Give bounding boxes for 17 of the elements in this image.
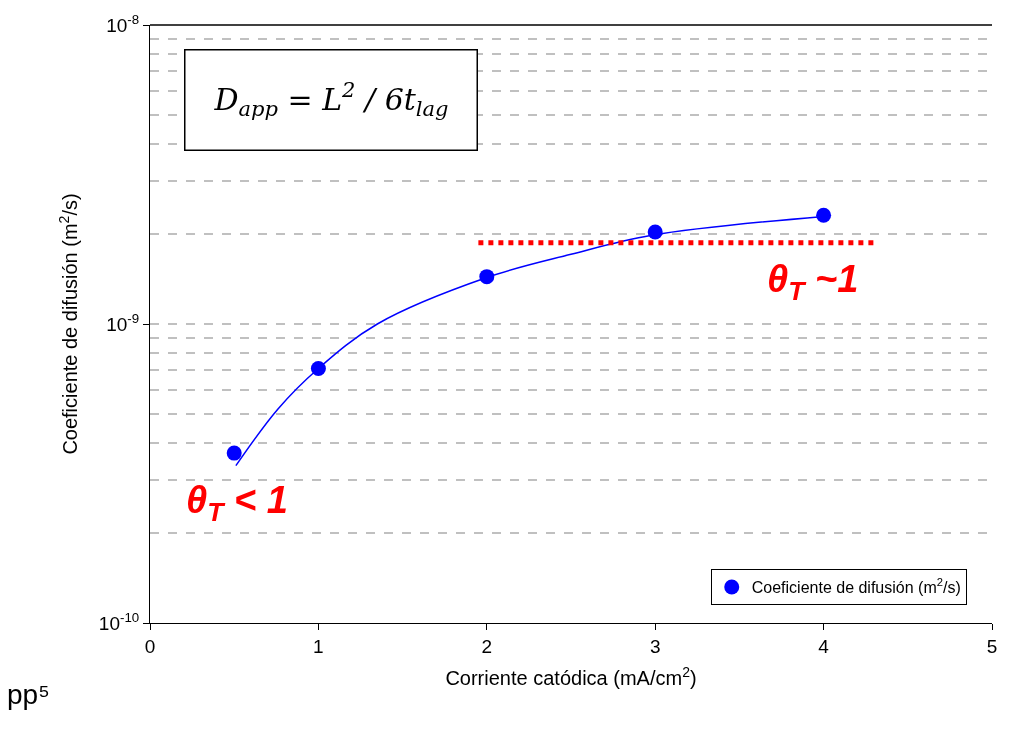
text: pp⁵ <box>7 679 50 710</box>
x-tick-label: 0 <box>144 635 156 657</box>
point <box>816 207 832 223</box>
annotation: D$_{app}$ = L$^{2}$ / 6t$_{lag}$ <box>213 78 449 122</box>
x-axis-title: Corriente catódica (mA/cm$^{2}$) <box>445 663 697 690</box>
y-tick-label: 10$^{-9}$ <box>106 310 140 335</box>
annotation: θ$_{T}$ < 1 <box>186 479 288 527</box>
x-tick-label: 2 <box>481 635 493 657</box>
x-tick-label: 1 <box>313 635 324 657</box>
y-tick-label: 10$^{-8}$ <box>106 11 140 36</box>
annotation: θ$_{T}$ ~1 <box>767 258 859 306</box>
x-tick-label: 3 <box>649 635 661 657</box>
y-tick-label: 10$^{-10}$ <box>98 609 140 634</box>
legend-label: Coeficiente de difusión (m$^{2}$/s) <box>751 576 961 597</box>
x-tick-label: 5 <box>986 635 998 657</box>
point <box>226 445 242 461</box>
x-tick-label: 4 <box>818 635 830 657</box>
